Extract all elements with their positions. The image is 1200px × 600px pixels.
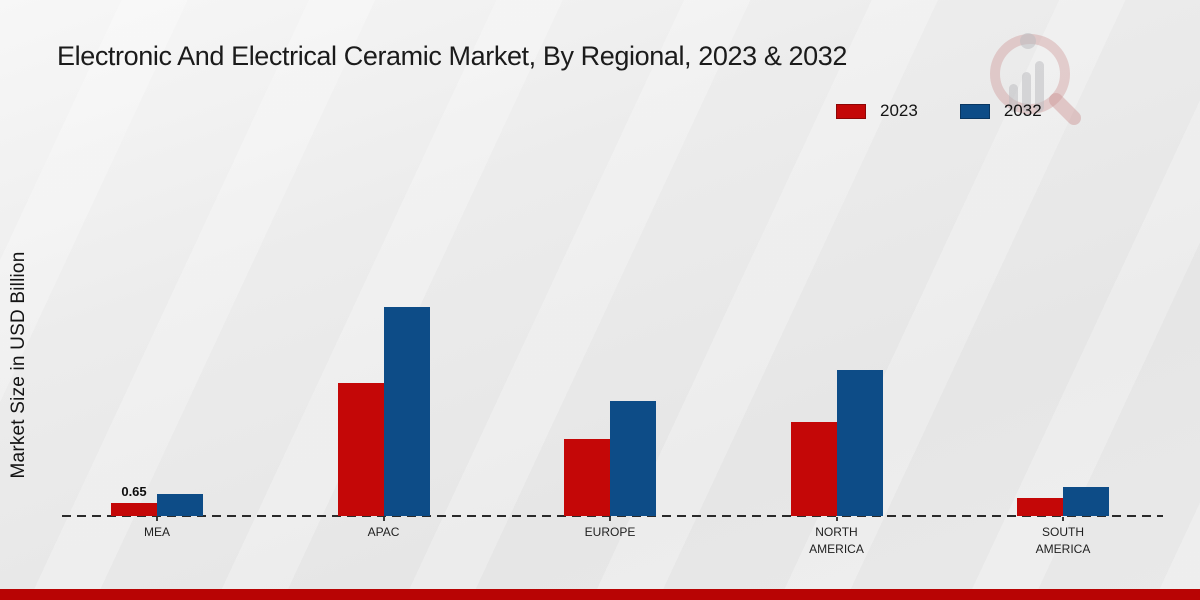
bar-2032-south-america [1063, 487, 1109, 516]
bar-2032-north-america [836, 370, 883, 516]
chart-title: Electronic And Electrical Ceramic Market… [57, 41, 847, 71]
bar-2032-mea [157, 494, 203, 516]
category-label-europe: EUROPE [584, 525, 636, 539]
category-label-apac: APAC [367, 525, 400, 539]
data-label-2023-mea: 0.65 [121, 484, 147, 499]
x-axis-tick-mea [156, 517, 158, 521]
legend-swatch-2023 [836, 103, 866, 119]
category-label-south-america: SOUTH AMERICA [1035, 525, 1091, 556]
x-axis-tick-north-america [835, 517, 838, 521]
legend-item-2023: 2023 [836, 101, 918, 121]
x-axis-tick-europe [609, 517, 611, 521]
x-axis-tick-apac [382, 517, 385, 521]
x-axis-tick-south-america [1062, 517, 1064, 521]
bar-2023-europe [564, 439, 610, 516]
y-axis-label: Market Size in USD Billion [8, 251, 29, 479]
category-label-north-america: NORTH AMERICA [809, 525, 864, 556]
bar-2023-mea [111, 503, 157, 516]
bar-2032-apac [383, 307, 430, 516]
footer-red-bar [0, 589, 1200, 600]
bar-2032-europe [610, 401, 656, 516]
magnifier-bar-chart-logo-watermark-icon [990, 33, 1081, 125]
legend-item-2032: 2032 [959, 101, 1042, 121]
bar-2023-apac [337, 383, 384, 516]
bar-2023-south-america [1017, 498, 1063, 516]
bar-2023-north-america [790, 422, 837, 516]
legend-label-2032: 2032 [1003, 101, 1042, 120]
category-label-mea: MEA [143, 525, 170, 539]
legend: 2023 2032 [836, 101, 1042, 121]
zero-baseline [62, 515, 1163, 517]
legend-swatch-2032 [959, 103, 990, 119]
legend-label-2023: 2023 [880, 101, 918, 120]
